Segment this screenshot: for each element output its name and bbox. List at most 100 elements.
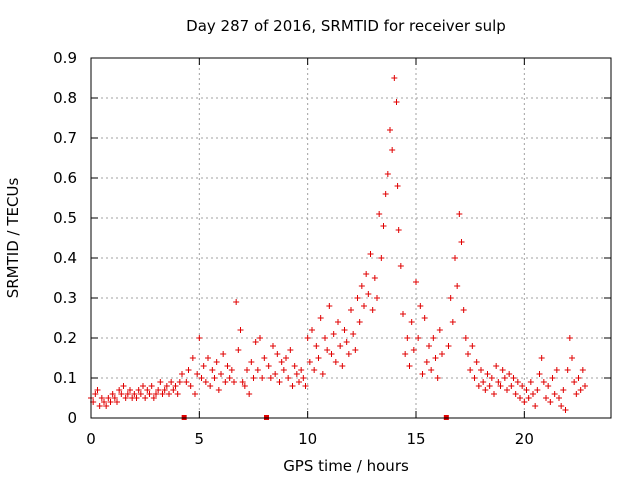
data-point <box>391 75 398 81</box>
data-point <box>378 255 385 261</box>
data-point <box>239 379 246 385</box>
data-point <box>124 391 131 397</box>
data-point <box>337 343 344 349</box>
data-point <box>475 383 482 389</box>
data-point <box>272 371 279 377</box>
data-point <box>560 387 567 393</box>
data-point <box>246 391 253 397</box>
data-point <box>343 339 350 345</box>
data-point <box>172 383 179 389</box>
data-point <box>575 375 582 381</box>
data-point <box>484 371 491 377</box>
grid-lines <box>91 58 611 418</box>
y-tick-label: 0.8 <box>53 89 77 107</box>
x-tick-label: 20 <box>515 430 534 448</box>
data-point <box>361 303 367 309</box>
data-point <box>421 315 428 321</box>
data-point <box>582 383 588 389</box>
data-point <box>356 319 363 325</box>
x-tick-label: 10 <box>298 430 317 448</box>
data-point <box>363 271 370 277</box>
data-point <box>313 343 320 349</box>
data-point <box>120 383 127 389</box>
data-point <box>577 387 584 393</box>
data-point <box>185 367 192 373</box>
data-point <box>105 395 112 401</box>
data-point <box>92 391 99 397</box>
data-points <box>88 75 588 413</box>
data-point <box>523 387 530 393</box>
data-point <box>267 375 274 381</box>
x-tick-label: 0 <box>86 430 96 448</box>
data-point <box>309 327 315 333</box>
data-point <box>506 371 513 377</box>
data-point <box>114 399 120 405</box>
x-axis-title: GPS time / hours <box>283 457 409 475</box>
data-point <box>254 367 261 373</box>
data-point <box>153 391 159 397</box>
data-point <box>198 375 205 381</box>
data-point <box>296 379 302 385</box>
data-point <box>430 335 437 341</box>
data-point <box>215 387 222 393</box>
x-tick-label: 5 <box>195 430 205 448</box>
data-point <box>471 375 478 381</box>
data-point <box>142 395 149 401</box>
data-point <box>579 367 586 373</box>
data-point <box>293 371 300 377</box>
data-point <box>432 355 439 361</box>
data-point <box>473 359 480 365</box>
data-point <box>549 375 556 381</box>
data-point <box>168 379 175 385</box>
data-point <box>465 351 471 357</box>
data-point <box>514 379 521 385</box>
data-point <box>562 407 569 413</box>
data-point <box>163 383 170 389</box>
data-point <box>400 311 406 317</box>
data-point <box>196 335 203 341</box>
y-tick-label: 0.7 <box>53 129 77 147</box>
data-point <box>144 387 151 393</box>
data-point <box>330 331 337 337</box>
y-tick-label: 0.5 <box>53 209 77 227</box>
data-point <box>140 383 146 389</box>
data-point <box>155 387 162 393</box>
data-point <box>387 127 393 133</box>
data-point <box>573 391 580 397</box>
data-point <box>371 275 378 281</box>
data-point <box>423 359 430 365</box>
data-point <box>135 387 142 393</box>
data-point <box>317 315 324 321</box>
data-point <box>469 343 476 349</box>
data-point <box>200 363 207 369</box>
data-point <box>265 363 272 369</box>
x-tick-label: 15 <box>406 430 425 448</box>
data-point <box>571 379 578 385</box>
data-point <box>408 319 415 325</box>
data-point <box>137 391 144 397</box>
data-point <box>276 379 283 385</box>
data-point <box>103 403 110 409</box>
data-point <box>413 279 419 285</box>
data-point <box>174 391 181 397</box>
data-point <box>148 383 155 389</box>
data-point <box>367 251 374 257</box>
data-point <box>94 387 101 393</box>
data-point <box>402 351 409 357</box>
data-point <box>248 359 255 365</box>
data-point <box>146 391 153 397</box>
data-point <box>462 335 469 341</box>
data-point <box>289 383 296 389</box>
data-point <box>324 347 331 353</box>
y-axis-title: SRMTID / TECUs <box>4 178 22 299</box>
data-point <box>194 371 201 377</box>
data-point <box>202 379 209 385</box>
data-point <box>322 335 328 341</box>
data-point <box>410 347 417 353</box>
data-point <box>183 379 190 385</box>
data-point <box>436 327 443 333</box>
data-point <box>226 375 233 381</box>
data-point <box>566 335 573 341</box>
data-point <box>449 319 456 325</box>
